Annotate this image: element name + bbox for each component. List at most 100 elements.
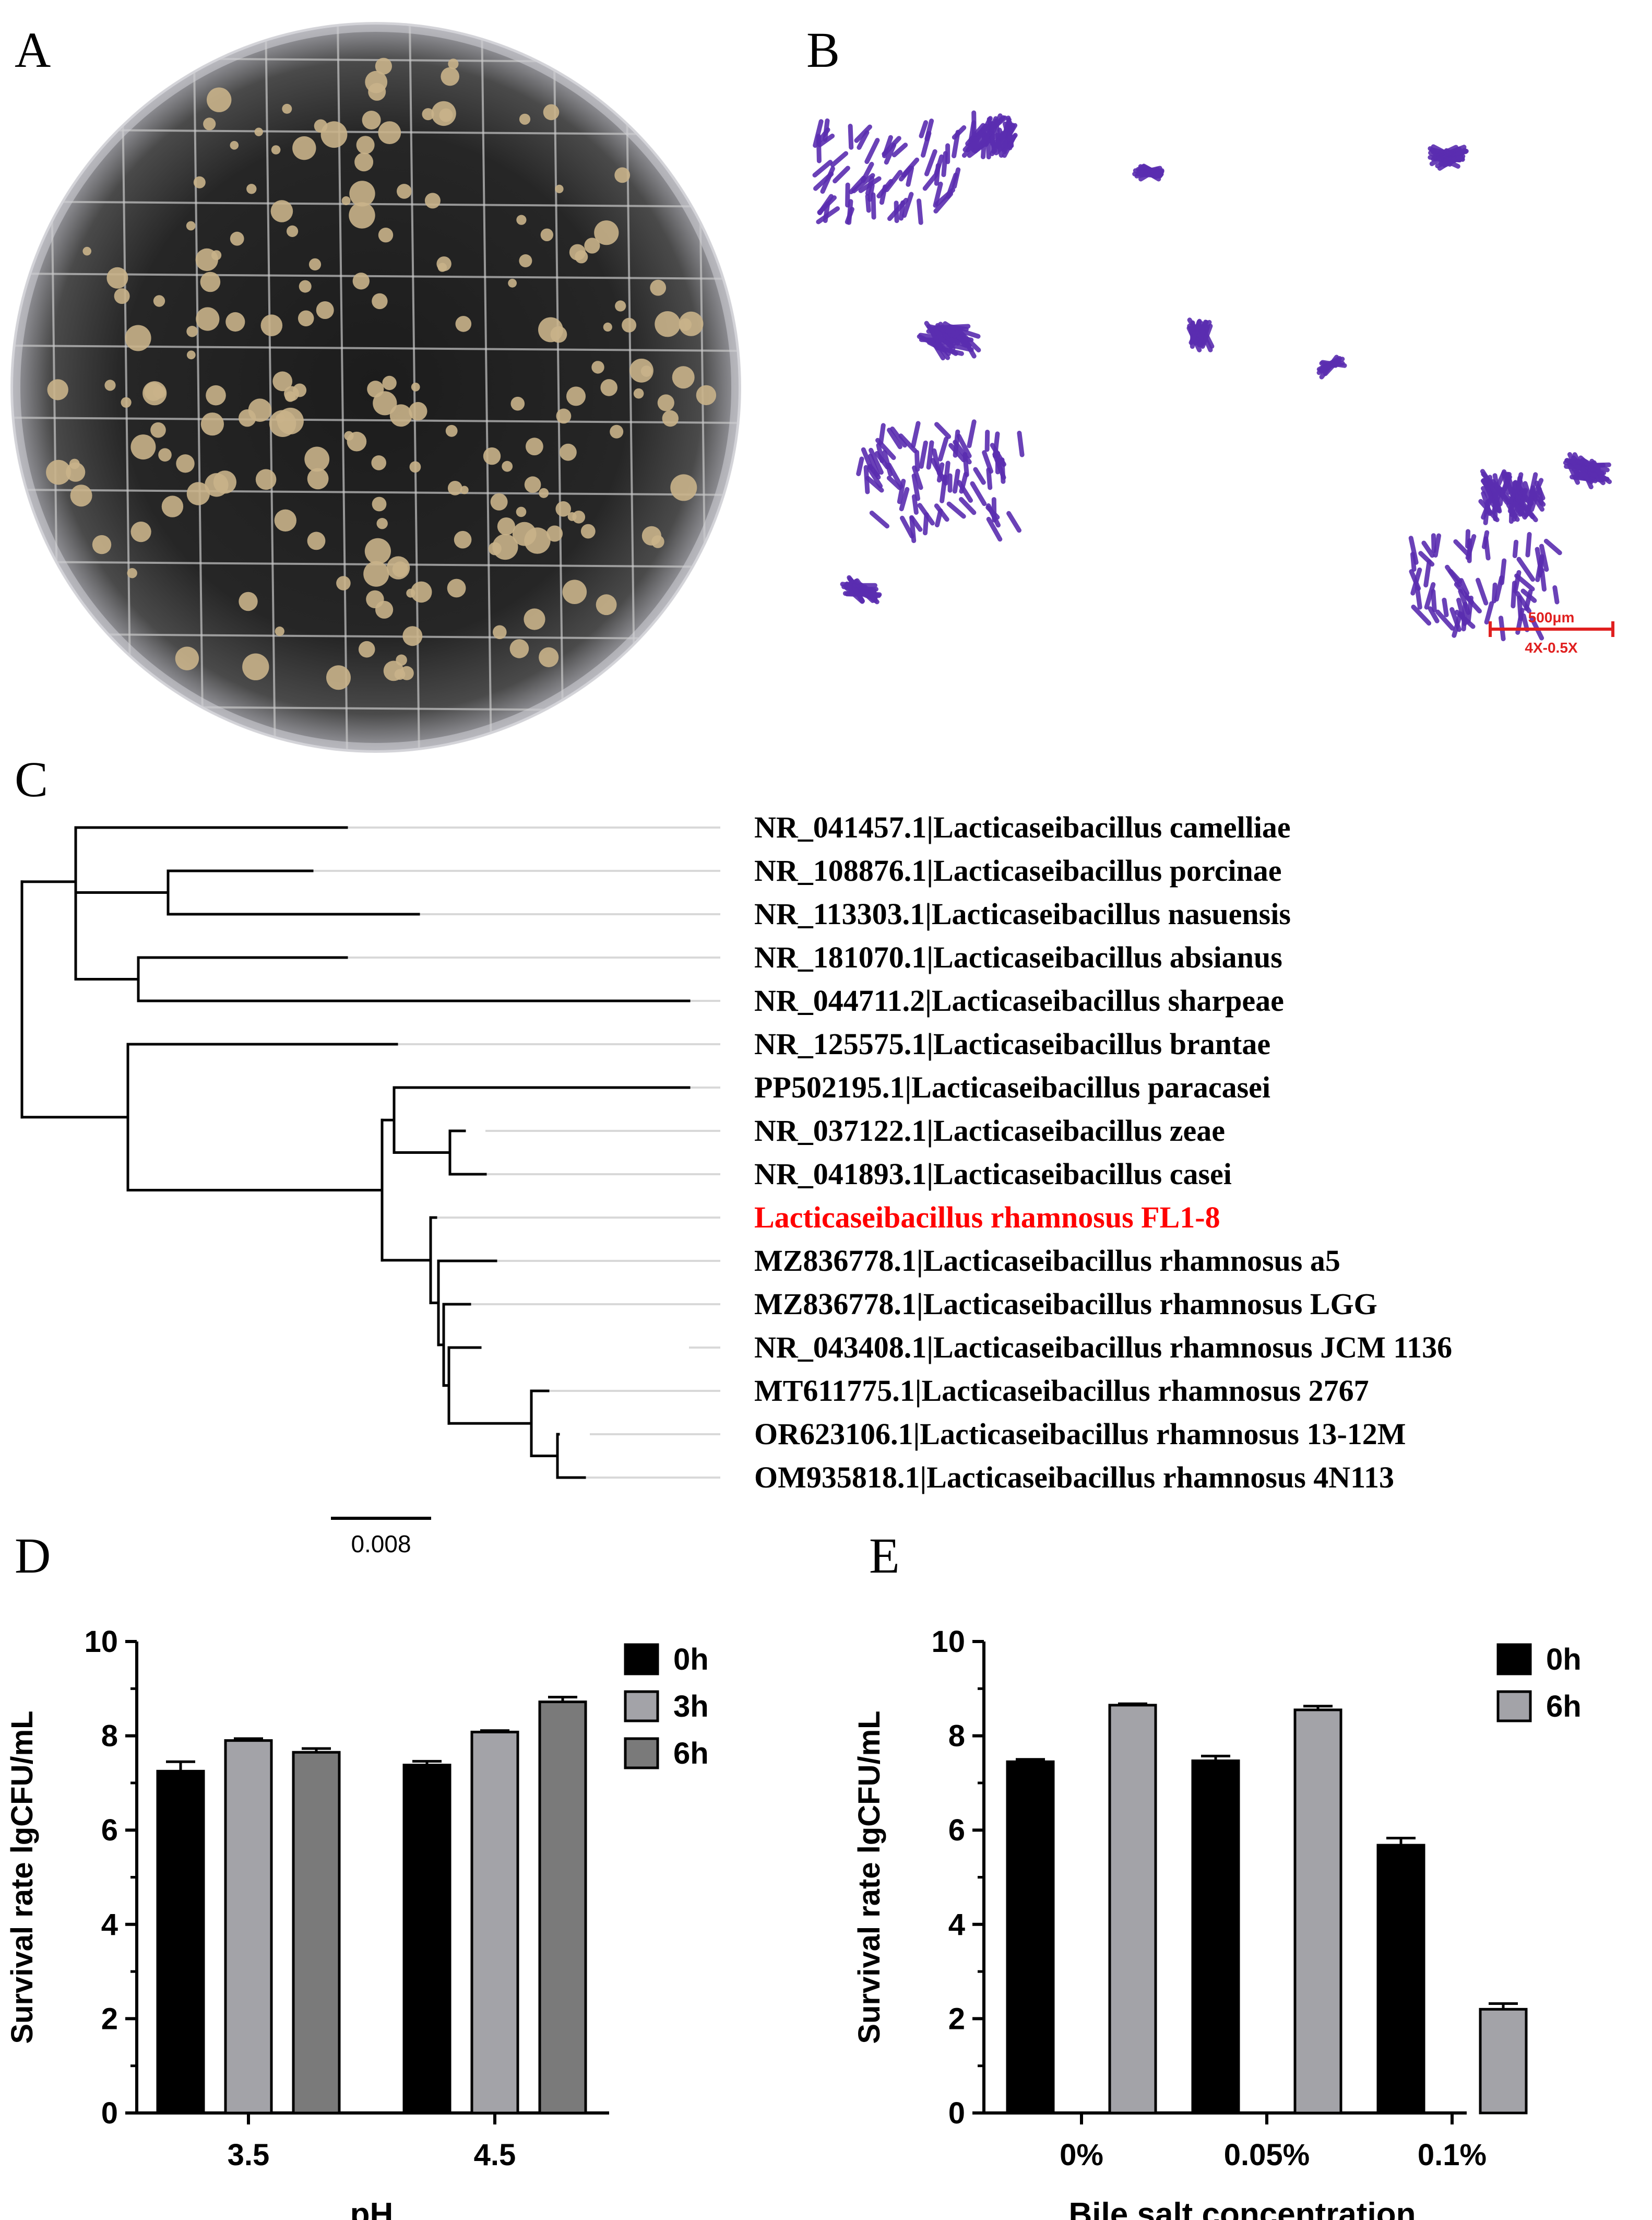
colony <box>378 228 394 243</box>
bar-0h-0.05% <box>1191 1759 1240 2115</box>
colony <box>614 167 631 183</box>
colony <box>524 608 545 630</box>
bar-0h-4.5 <box>402 1764 451 2115</box>
colony <box>383 660 404 681</box>
colony <box>402 626 423 646</box>
chart-ph-tolerance: 0 2 4 6 8 10 Survival rate lgCFU/mL 3.5 4.5 pH 0h 3… <box>5 1625 709 2220</box>
colony <box>524 476 541 493</box>
bacterial-rod <box>934 503 949 522</box>
colony <box>460 486 469 494</box>
bacterial-rod <box>1521 613 1530 632</box>
colony <box>344 431 354 441</box>
panel-label-b: B <box>806 22 840 78</box>
bacterial-rod <box>830 151 849 168</box>
x-tick-label: 0.05% <box>1224 2138 1310 2172</box>
colony <box>225 312 245 332</box>
bacterial-rod <box>867 183 875 202</box>
colony <box>356 136 375 155</box>
tree-leaf-label: NR_125575.1|Lacticaseibacillus brantae <box>754 1027 1270 1061</box>
colony <box>512 522 537 546</box>
y-tick-label: 6 <box>101 1813 118 1847</box>
colony <box>308 258 322 270</box>
colony <box>510 396 525 411</box>
colony <box>422 108 434 121</box>
colony <box>341 196 351 205</box>
legend-swatch-0h <box>1496 1643 1532 1675</box>
y-tick-label: 8 <box>948 1719 965 1753</box>
colony <box>397 184 412 199</box>
bacterial-rod <box>952 129 960 159</box>
bar-6h-4.5 <box>538 1701 587 2115</box>
bacterial-rod <box>1552 585 1560 605</box>
bacterial-rod <box>869 447 884 475</box>
colony <box>326 665 351 690</box>
bacterial-rod <box>1198 325 1213 352</box>
bacterial-rod <box>1435 609 1455 631</box>
bar-3h-4.5 <box>470 1730 519 2115</box>
panel-label-c: C <box>15 751 48 807</box>
bacterial-rod <box>923 512 929 536</box>
colony <box>539 647 559 667</box>
bacterial-rod <box>946 501 966 519</box>
colony <box>299 280 312 293</box>
bacterial-colonies <box>46 57 717 690</box>
colony <box>254 127 263 136</box>
bar-6h-0% <box>1108 1704 1157 2115</box>
colony <box>270 200 293 222</box>
bacterial-rod <box>1423 559 1432 588</box>
colony <box>260 314 283 336</box>
colony <box>539 488 549 498</box>
colony <box>176 454 195 473</box>
bacterial-rod <box>1415 585 1422 610</box>
bacterial-rod <box>876 179 894 198</box>
colony <box>603 322 612 332</box>
colony <box>203 117 216 131</box>
colony <box>239 409 256 427</box>
bacterial-rod <box>887 197 909 221</box>
colony <box>600 379 617 396</box>
bacterial-rod <box>1449 607 1461 632</box>
bacterial-rod <box>1580 466 1594 490</box>
colony <box>622 317 637 333</box>
colony <box>372 293 388 310</box>
colony <box>372 497 387 512</box>
x-tick-label: 0% <box>1060 2138 1103 2172</box>
colony <box>378 121 401 144</box>
colony <box>555 501 571 517</box>
phylogenetic-tree: NR_041457.1|Lacticaseibacillus camelliae… <box>20 810 1452 1557</box>
legend-label-6h: 6h <box>673 1737 709 1770</box>
bacterial-rod <box>874 451 890 470</box>
bacterial-rod <box>914 450 920 472</box>
bacterial-rod <box>1410 568 1422 596</box>
colony <box>650 279 667 296</box>
legend-label-0h: 0h <box>673 1643 709 1676</box>
colony <box>127 568 137 578</box>
colony <box>670 474 697 501</box>
y-axis-label: Survival rate lgCFU/mL <box>852 1710 886 2044</box>
colony <box>555 184 564 193</box>
bacterial-rod <box>833 166 850 184</box>
colony <box>610 424 624 439</box>
colony <box>150 422 166 438</box>
y-tick-label: 0 <box>101 2096 118 2130</box>
colony <box>410 581 432 603</box>
bacterial-rod <box>1564 464 1592 470</box>
colony <box>277 407 304 434</box>
colony <box>307 468 329 490</box>
bacterial-rod <box>941 328 953 348</box>
colony <box>447 578 466 598</box>
x-axis-label: pH <box>350 2197 394 2220</box>
bacterial-rod <box>845 207 854 225</box>
y-tick-label: 4 <box>948 1908 965 1942</box>
colony <box>69 458 80 469</box>
bacterial-rod <box>956 433 972 458</box>
bacterial-rod <box>1481 491 1492 516</box>
colony <box>161 495 184 517</box>
colony <box>144 382 163 401</box>
colony <box>336 576 351 591</box>
colony <box>211 250 222 261</box>
bacterial-rod <box>959 471 968 494</box>
bacterial-rod <box>929 326 943 350</box>
bacterial-rod <box>986 516 1003 542</box>
colony <box>651 535 664 548</box>
